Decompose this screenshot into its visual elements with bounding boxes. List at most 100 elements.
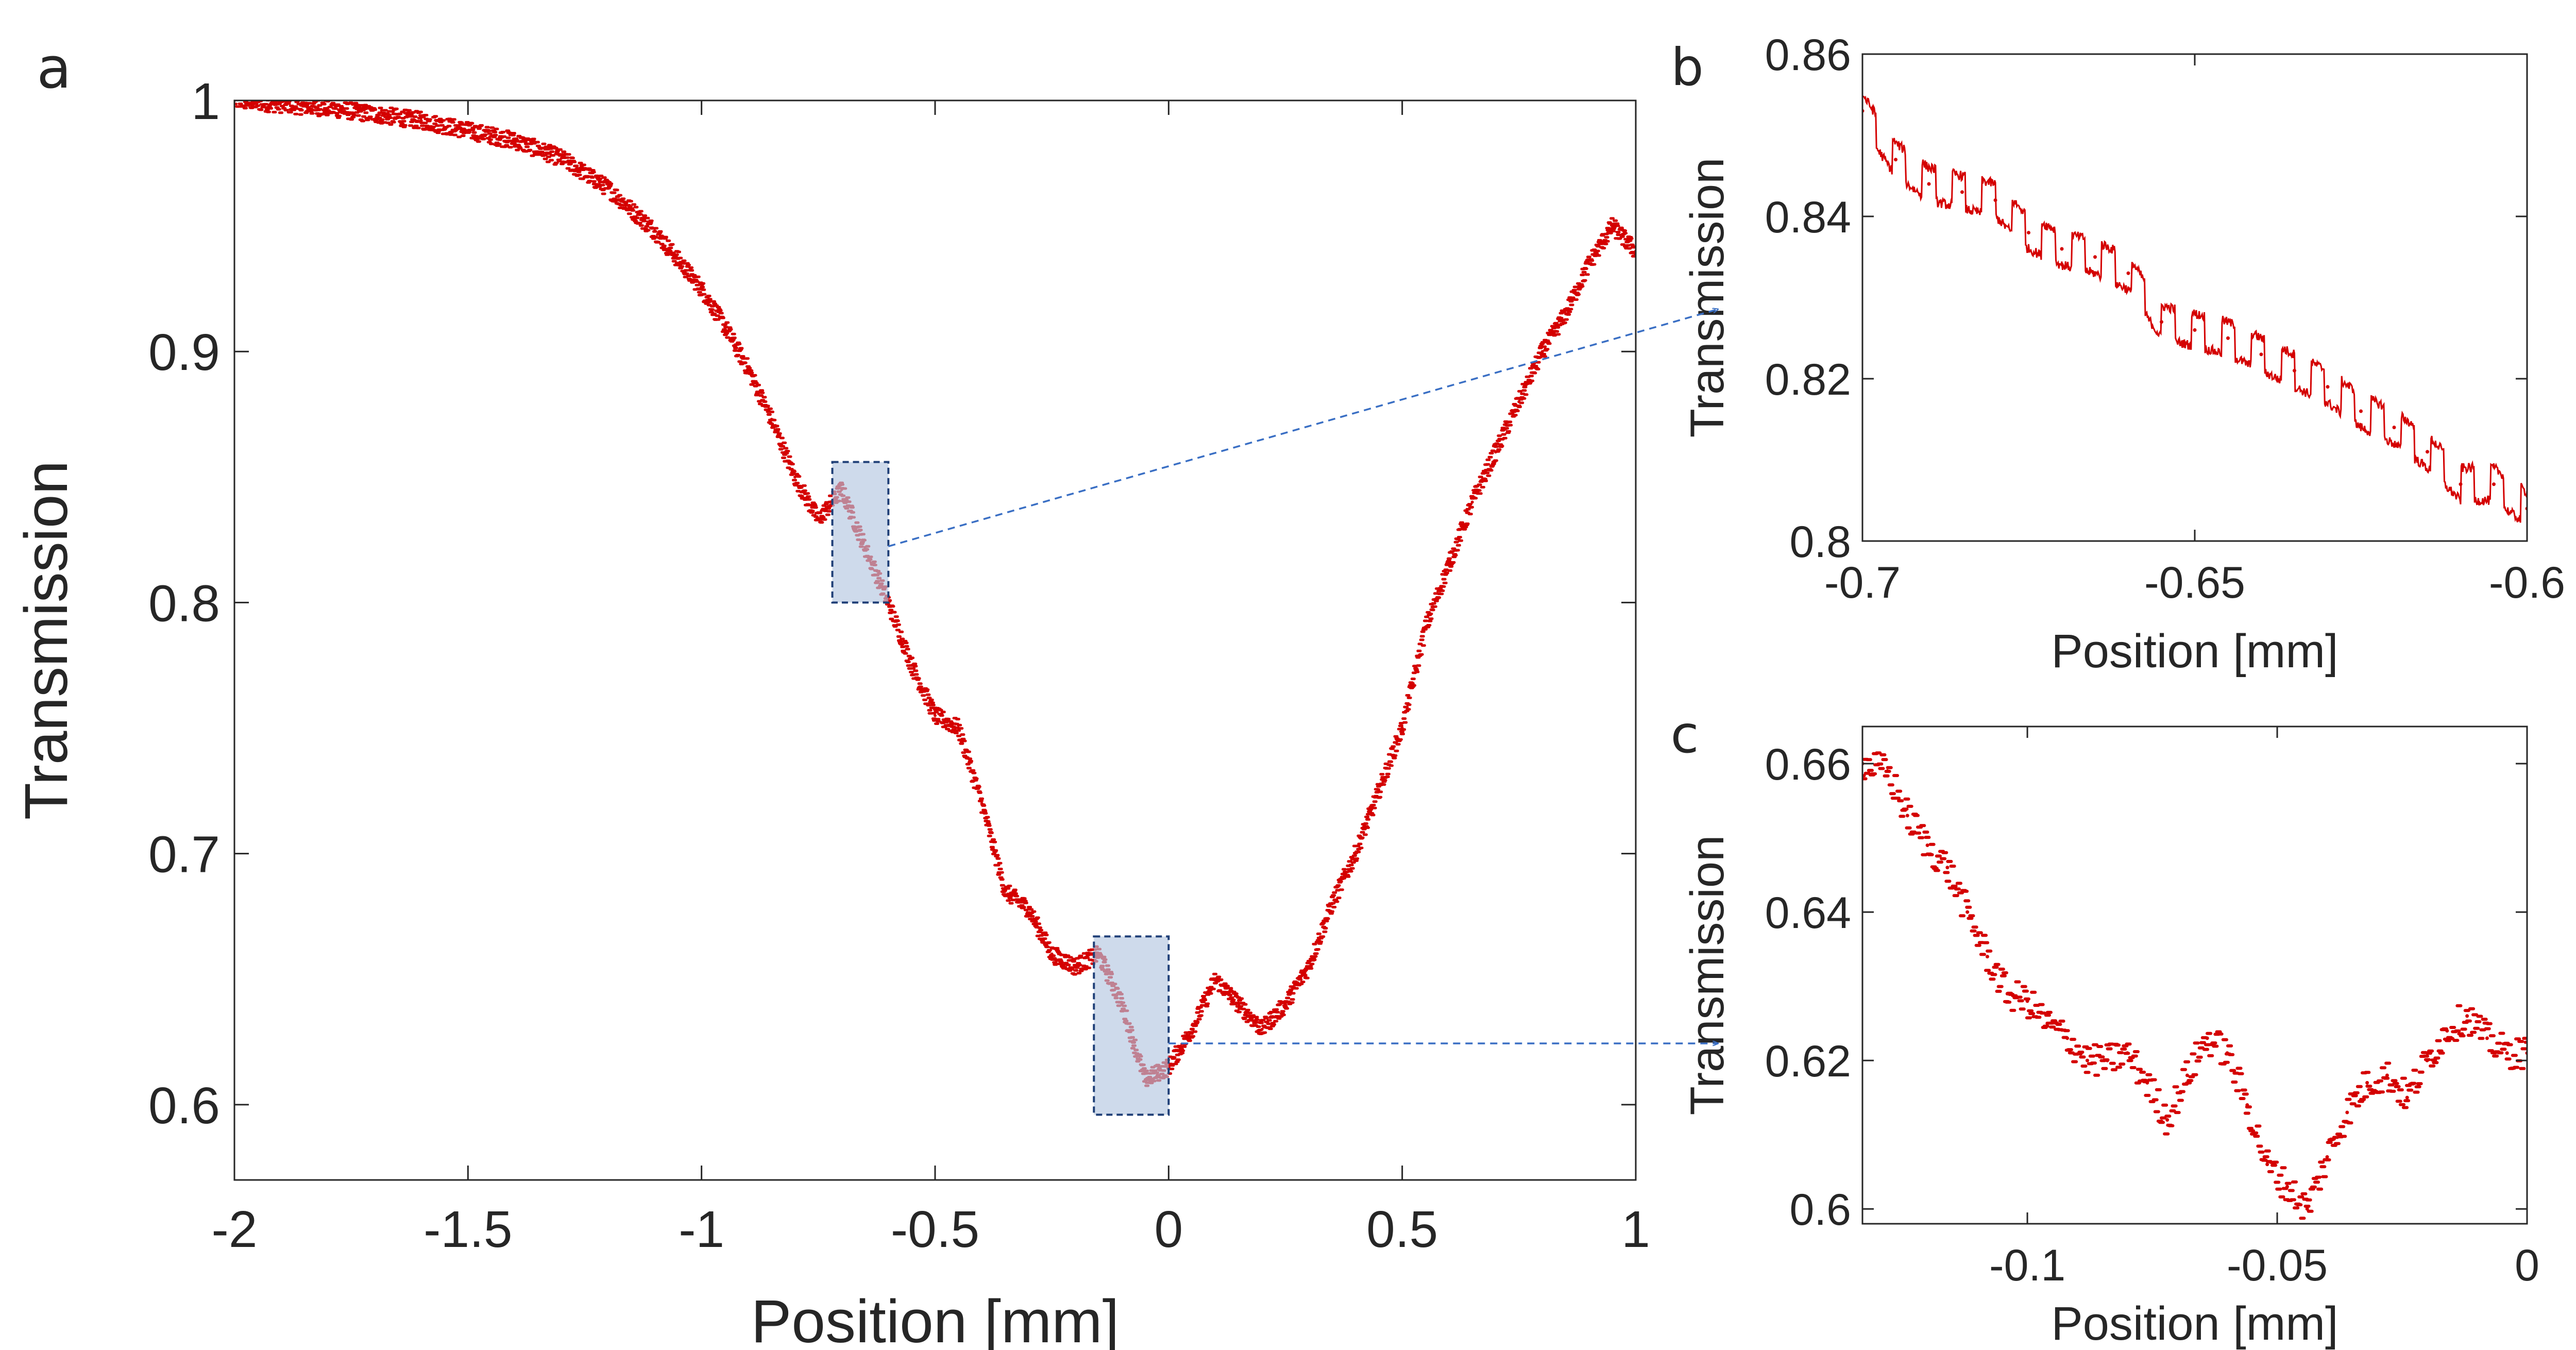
y-tick-label-a-4: 1	[191, 73, 220, 130]
zoom-connector-arrow-b	[888, 309, 1718, 547]
plot-area-a	[234, 100, 1636, 1180]
data-point-c-15	[2165, 1118, 2170, 1122]
data-point-a-37	[1400, 727, 1404, 730]
data-point-c-13	[2125, 1051, 2129, 1055]
data-point-b-7	[2093, 255, 2097, 259]
data-point-a-30	[1237, 1002, 1241, 1006]
y-tick-label-c-1: 0.62	[1765, 1037, 1851, 1086]
data-point-c-7	[2005, 992, 2009, 996]
data-point-a-44	[1564, 312, 1567, 316]
data-point-b-13	[2293, 368, 2296, 373]
data-point-a-22	[1050, 952, 1054, 956]
data-point-b-4	[1993, 198, 1997, 202]
y-tick-label-a-0: 0.6	[148, 1077, 220, 1135]
chart-panel-a: -2 -1.5 -1 -0.5 0 0.5 1 0.6 0.7 0.8 0.9 1 Position […	[12, 35, 1650, 1350]
x-axis-label-c: Position [mm]	[2051, 1297, 2338, 1350]
data-point-c-10	[2065, 1036, 2070, 1040]
data-point-c-20	[2265, 1162, 2269, 1167]
data-point-c-19	[2245, 1103, 2249, 1107]
data-point-a-34	[1330, 902, 1334, 906]
panel-letter-c: c	[1671, 704, 1699, 765]
x-tick-label-a-6: 1	[1621, 1201, 1650, 1258]
data-point-a-6	[653, 229, 656, 233]
data-point-a-3	[513, 139, 516, 142]
data-point-c-16	[2185, 1073, 2189, 1077]
data-point-b-3	[1960, 190, 1964, 194]
zoom-box-c	[1093, 935, 1170, 1116]
y-axis-label-c: Transmission	[1681, 835, 1734, 1116]
data-point-a-9	[747, 367, 750, 371]
data-point-a-10	[770, 417, 773, 421]
data-point-a-7	[700, 287, 703, 291]
x-axis-label-b: Position [mm]	[2051, 625, 2338, 678]
data-point-a-38	[1424, 626, 1427, 630]
data-point-a-11	[793, 475, 796, 479]
data-point-a-5	[606, 187, 610, 190]
data-point-c-12	[2105, 1058, 2109, 1062]
data-point-a-1	[326, 106, 330, 110]
data-point-b-17	[2426, 450, 2429, 454]
data-point-c-8	[2025, 999, 2029, 1003]
data-point-a-41	[1494, 450, 1497, 454]
data-point-b-8	[2126, 271, 2130, 275]
chart-panel-c: -0.1 -0.05 0 0.6 0.62 0.64 0.66 Position [mm] Tr…	[1671, 704, 2539, 1350]
x-tick-label-a-4: 0	[1155, 1201, 1183, 1258]
data-point-a-43	[1540, 350, 1544, 353]
data-point-c-9	[2045, 1021, 2049, 1025]
data-point-c-4	[1945, 866, 1950, 870]
series-line-b-0	[1862, 95, 2527, 523]
x-tick-label-c-1: -0.05	[2227, 1241, 2328, 1290]
y-tick-label-c-2: 0.64	[1765, 888, 1851, 938]
data-point-c-1	[1885, 769, 1889, 773]
chart-panel-b: -0.7 -0.65 -0.6 0.8 0.82 0.84 0.86 Position [mm…	[1671, 30, 2565, 678]
y-axis-label-a: Transmission	[12, 461, 80, 820]
data-point-a-40	[1470, 500, 1474, 504]
data-point-c-21	[2285, 1185, 2289, 1189]
data-point-a-33	[1307, 965, 1311, 968]
trace-group-c	[1862, 751, 2527, 1220]
y-tick-label-a-1: 0.7	[148, 826, 220, 884]
data-point-c-25	[2365, 1081, 2369, 1085]
x-tick-label-b-0: -0.7	[1824, 558, 1901, 608]
data-point-b-5	[2027, 231, 2030, 234]
y-tick-label-a-3: 0.9	[148, 324, 220, 381]
data-point-a-36	[1377, 789, 1381, 792]
trace-group-b	[1862, 95, 2527, 523]
y-tick-label-b-0: 0.8	[1789, 517, 1851, 567]
data-point-b-19	[2492, 482, 2496, 486]
data-point-b-11	[2226, 336, 2230, 340]
x-tick-label-a-2: -1	[679, 1201, 724, 1258]
data-point-b-6	[2060, 247, 2064, 251]
data-point-c-2	[1905, 814, 1909, 818]
y-tick-label-b-2: 0.84	[1765, 193, 1851, 242]
x-tick-label-a-0: -2	[212, 1201, 258, 1258]
arrow-layer	[888, 309, 1718, 1043]
panel-letter-b: b	[1671, 37, 1703, 97]
data-point-a-31	[1260, 1027, 1264, 1031]
data-point-a-32	[1284, 1002, 1287, 1006]
data-point-a-4	[560, 157, 563, 160]
data-point-a-12	[817, 518, 820, 521]
data-point-a-39	[1447, 563, 1451, 567]
data-point-b-9	[2160, 320, 2163, 324]
data-point-a-16	[910, 664, 913, 667]
data-point-a-42	[1517, 400, 1521, 403]
axes-frame-c	[1861, 725, 2528, 1225]
data-point-c-32	[2505, 1051, 2509, 1055]
data-point-c-28	[2425, 1058, 2429, 1062]
data-point-c-23	[2325, 1155, 2329, 1159]
data-point-b-14	[2326, 385, 2330, 389]
data-point-c-31	[2485, 1036, 2489, 1040]
data-point-c-27	[2405, 1095, 2409, 1100]
data-point-a-8	[723, 325, 726, 328]
data-point-a-2	[419, 119, 423, 122]
x-tick-label-c-2: 0	[2515, 1241, 2539, 1290]
data-point-a-20	[1004, 889, 1007, 893]
y-tick-label-b-3: 0.86	[1765, 30, 1851, 80]
x-tick-label-b-1: -0.65	[2144, 558, 2245, 608]
data-point-c-14	[2145, 1081, 2149, 1085]
data-point-b-16	[2392, 426, 2396, 429]
data-point-c-30	[2465, 1014, 2469, 1018]
x-axis-label-a: Position [mm]	[751, 1288, 1120, 1350]
